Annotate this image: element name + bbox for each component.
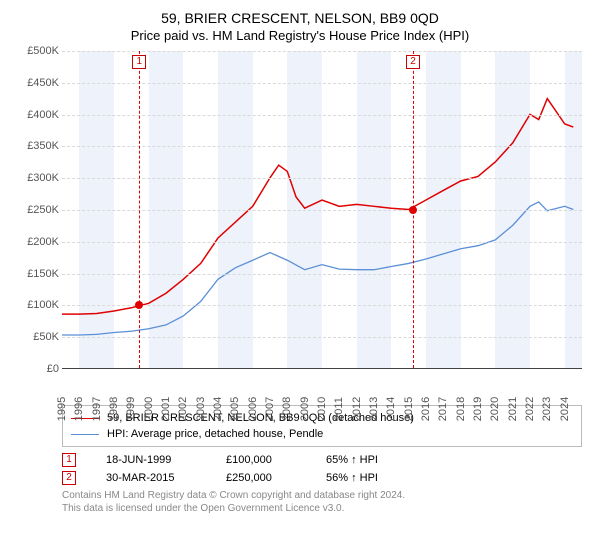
xtick-label: 2019 <box>472 397 484 421</box>
xtick-label: 1997 <box>91 397 103 421</box>
xtick-label: 1999 <box>125 397 137 421</box>
page-title: 59, BRIER CRESCENT, NELSON, BB9 0QD <box>14 10 586 26</box>
ytick-label: £450K <box>14 77 59 89</box>
legend-item-hpi: HPI: Average price, detached house, Pend… <box>71 426 573 442</box>
event-pct-1: 65% ↑ HPI <box>326 454 582 466</box>
plot-region: 12 <box>62 51 582 369</box>
xtick-label: 2001 <box>160 397 172 421</box>
event-price-1: £100,000 <box>226 454 326 466</box>
xtick-label: 2007 <box>264 397 276 421</box>
ytick-label: £0 <box>14 363 59 375</box>
event-marker-2: 2 <box>62 471 76 485</box>
xtick-label: 2021 <box>507 397 519 421</box>
ytick-label: £100K <box>14 299 59 311</box>
xtick-label: 2017 <box>437 397 449 421</box>
xtick-label: 1995 <box>56 397 68 421</box>
xtick-label: 2023 <box>541 397 553 421</box>
event-row-2: 2 30-MAR-2015 £250,000 56% ↑ HPI <box>62 471 582 485</box>
xtick-label: 2016 <box>420 397 432 421</box>
ytick-label: £350K <box>14 140 59 152</box>
event-date-2: 30-MAR-2015 <box>106 472 226 484</box>
event-marker-1: 1 <box>62 453 76 467</box>
event-date-1: 18-JUN-1999 <box>106 454 226 466</box>
xtick-label: 2000 <box>143 397 155 421</box>
xtick-label: 2005 <box>229 397 241 421</box>
ytick-label: £500K <box>14 45 59 57</box>
event-price-2: £250,000 <box>226 472 326 484</box>
xtick-label: 2009 <box>299 397 311 421</box>
xtick-label: 2024 <box>559 397 571 421</box>
chart-container: 59, BRIER CRESCENT, NELSON, BB9 0QD Pric… <box>0 0 600 560</box>
xtick-label: 2013 <box>368 397 380 421</box>
xtick-label: 1998 <box>108 397 120 421</box>
xtick-label: 2004 <box>212 397 224 421</box>
chart-area: 12 £0£50K£100K£150K£200K£250K£300K£350K£… <box>14 49 586 399</box>
attribution-line-1: Contains HM Land Registry data © Crown c… <box>62 489 582 502</box>
page-subtitle: Price paid vs. HM Land Registry's House … <box>14 28 586 43</box>
event-dot <box>409 206 417 214</box>
xtick-label: 2020 <box>489 397 501 421</box>
event-dot <box>135 301 143 309</box>
xtick-label: 2008 <box>281 397 293 421</box>
ytick-label: £250K <box>14 204 59 216</box>
event-row-1: 1 18-JUN-1999 £100,000 65% ↑ HPI <box>62 453 582 467</box>
xtick-label: 2022 <box>524 397 536 421</box>
ytick-label: £200K <box>14 236 59 248</box>
xtick-label: 2015 <box>403 397 415 421</box>
event-marker-box: 2 <box>406 55 420 69</box>
xtick-label: 2012 <box>351 397 363 421</box>
xtick-label: 2014 <box>385 397 397 421</box>
ytick-label: £300K <box>14 172 59 184</box>
attribution-line-2: This data is licensed under the Open Gov… <box>62 502 582 515</box>
event-table: 1 18-JUN-1999 £100,000 65% ↑ HPI 2 30-MA… <box>62 453 582 485</box>
xtick-label: 2010 <box>316 397 328 421</box>
ytick-label: £50K <box>14 331 59 343</box>
xtick-label: 2003 <box>195 397 207 421</box>
legend-label-hpi: HPI: Average price, detached house, Pend… <box>107 428 323 440</box>
xtick-label: 1996 <box>73 397 85 421</box>
event-marker-box: 1 <box>132 55 146 69</box>
event-pct-2: 56% ↑ HPI <box>326 472 582 484</box>
attribution: Contains HM Land Registry data © Crown c… <box>62 489 582 515</box>
xtick-label: 2002 <box>177 397 189 421</box>
xtick-label: 2018 <box>455 397 467 421</box>
event-vline <box>139 51 140 368</box>
legend-swatch-hpi <box>71 434 99 435</box>
ytick-label: £150K <box>14 268 59 280</box>
xtick-label: 2011 <box>333 397 345 421</box>
ytick-label: £400K <box>14 109 59 121</box>
xtick-label: 2006 <box>247 397 259 421</box>
